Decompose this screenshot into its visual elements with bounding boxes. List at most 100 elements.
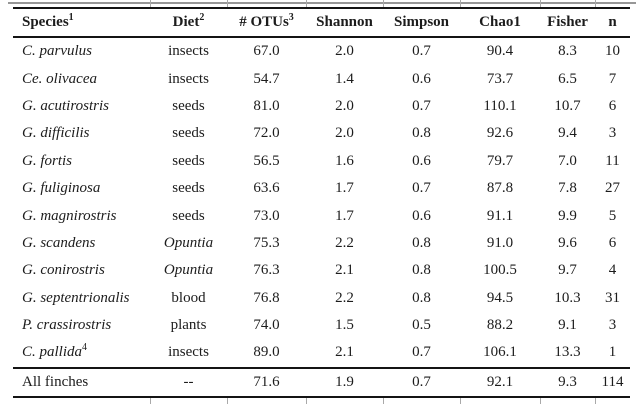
diet-cell: Opuntia [163,262,214,279]
gridline-artifact [540,0,541,8]
fisher-cell: 9.3 [540,366,595,397]
shannon-cell: 1.7 [335,180,354,197]
header-species-footnote: 1 [68,12,74,23]
species-cell: G. fuliginosa [13,175,150,202]
species-cell: Ce. olivacea [13,65,150,92]
gridline-artifact [540,396,541,404]
shannon-cell: 1.7 [335,207,354,224]
gridline-artifact [150,396,151,404]
fisher-cell: 7.8 [558,180,577,197]
species-cell: All finches [13,366,150,397]
gridline-artifact [383,0,384,8]
shannon-cell: 1.4 [335,70,354,87]
simpson-cell: 0.8 [412,125,431,142]
n-cell: 6 [608,234,617,251]
fisher-cell: 9.9 [558,207,577,224]
gridline-artifact [227,396,228,404]
header-simpson: Simpson [383,8,460,38]
shannon-cell: 2.1 [335,344,354,361]
chao1-cell: 90.4 [486,43,514,60]
otus-cell: 74.0 [253,317,280,334]
species-name: P. crassirostris [22,317,112,334]
diet-cell: insects [168,43,209,60]
header-n-label: n [608,14,617,30]
species-cell: G. difficilis [13,120,150,147]
gridline-artifact [595,0,596,8]
fisher-cell: 9.7 [558,262,577,279]
header-shannon-label: Shannon [316,14,373,30]
simpson-cell: 0.6 [412,70,431,87]
n-cell: 6 [608,97,617,114]
n-cell: 11 [605,152,620,169]
gridline-artifact [306,0,307,8]
otus-cell: 73.0 [253,207,280,224]
diet-cell: seeds [172,152,205,169]
gridline-artifact [150,0,151,8]
shannon-cell: 1.5 [335,317,354,334]
simpson-cell: 0.7 [383,366,460,397]
header-n: n [595,8,630,38]
table-header: Species1 Diet2 # OTUs3 Shannon Simpson C… [13,8,630,38]
header-species-label: Species [22,14,69,30]
diet-cell: seeds [172,125,205,142]
diet-cell: seeds [172,207,205,224]
species-footnote: 4 [82,342,88,354]
header-fisher-label: Fisher [547,14,588,30]
species-name: C. pallida [22,344,83,361]
n-cell: 3 [608,125,617,142]
header-diet: Diet2 [150,8,227,38]
shannon-cell: 1.6 [335,152,354,169]
species-cell: G. acutirostris [13,93,150,120]
summary-row: All finches -- 71.6 1.9 0.7 92.1 9.3 114 [13,366,630,397]
species-cell: G. fortis [13,148,150,175]
table-footer: All finches -- 71.6 1.9 0.7 92.1 9.3 114 [13,366,630,397]
simpson-cell: 0.7 [412,97,431,114]
otus-cell: 56.5 [253,152,280,169]
simpson-cell: 0.5 [412,317,431,334]
table-row: C. parvulus insects 67.0 2.0 0.7 90.4 8.3 10 [13,37,630,65]
species-cell: G. conirostris [13,257,150,284]
chao1-cell: 87.8 [486,180,514,197]
gridline-artifact [306,396,307,404]
species-name: G. difficilis [22,125,90,142]
simpson-cell: 0.8 [412,289,431,306]
n-cell: 7 [608,70,617,87]
otus-cell: 54.7 [253,70,280,87]
simpson-cell: 0.6 [412,207,431,224]
gridline-artifact-top [8,2,636,4]
header-simpson-label: Simpson [393,14,450,30]
otus-cell: 89.0 [253,344,280,361]
header-diet-footnote: 2 [199,12,205,23]
gridline-artifact [595,396,596,404]
chao1-cell: 94.5 [486,289,514,306]
chao1-cell: 91.0 [486,234,514,251]
shannon-cell: 2.2 [335,234,354,251]
simpson-cell: 0.7 [412,180,431,197]
species-cell: C. pallida4 [13,339,150,367]
species-cell: P. crassirostris [13,312,150,339]
header-species: Species1 [13,8,150,38]
fisher-cell: 9.1 [558,317,577,334]
simpson-cell: 0.7 [412,43,431,60]
table-row: G. fortis seeds 56.5 1.6 0.6 79.7 7.0 11 [13,148,630,175]
species-name: G. acutirostris [22,97,109,114]
header-otus-footnote: 3 [288,12,294,23]
simpson-cell: 0.6 [412,152,431,169]
diet-cell: seeds [172,97,205,114]
shannon-cell: 2.2 [335,289,354,306]
table-body: C. parvulus insects 67.0 2.0 0.7 90.4 8.3 10 Ce.… [13,37,630,368]
chao1-cell: 92.6 [486,125,514,142]
table-row: G. conirostris Opuntia 76.3 2.1 0.8 100.5 9.7 4 [13,257,630,284]
finch-diversity-table: Species1 Diet2 # OTUs3 Shannon Simpson C… [13,7,630,398]
otus-cell: 67.0 [253,43,280,60]
table-row: P. crassirostris plants 74.0 1.5 0.5 88.2 9.1 3 [13,312,630,339]
species-cell: G. scandens [13,230,150,257]
species-name: All finches [22,373,89,390]
n-cell: 27 [605,180,620,197]
fisher-cell: 10.3 [554,289,581,306]
simpson-cell: 0.8 [412,262,431,279]
header-otus-label: # OTUs [239,14,289,30]
table-row: G. acutirostris seeds 81.0 2.0 0.7 110.1 10.7 6 [13,93,630,120]
n-cell: 4 [608,262,617,279]
chao1-cell: 92.1 [460,366,540,397]
